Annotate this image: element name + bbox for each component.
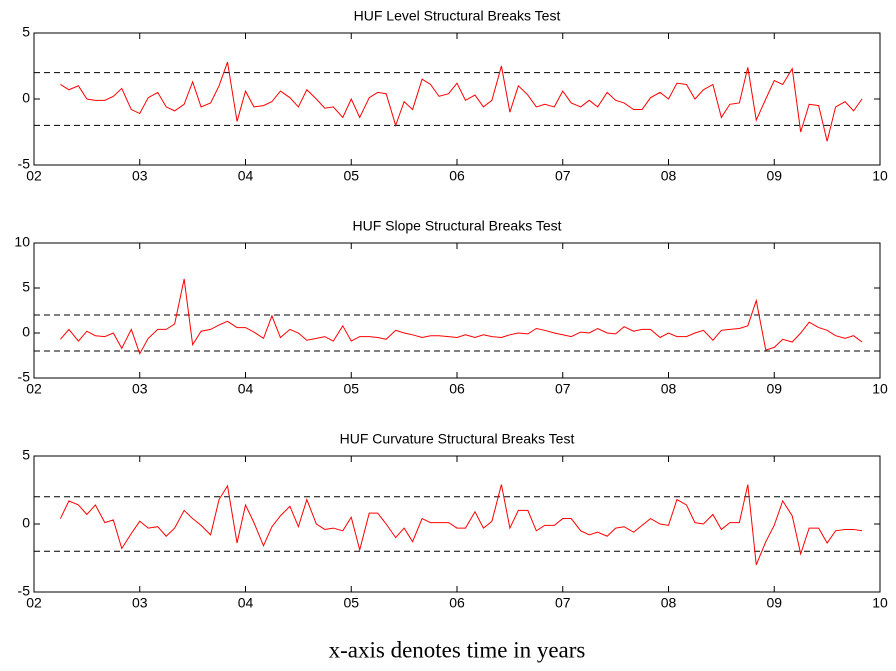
x-tick-label: 06	[449, 168, 465, 184]
x-tick-label: 05	[343, 168, 359, 184]
x-tick-label: 07	[555, 168, 571, 184]
x-tick-label: 09	[766, 168, 782, 184]
x-tick-label: 08	[661, 168, 677, 184]
y-tick-label: 5	[22, 279, 30, 295]
y-tick-label: 10	[14, 234, 30, 250]
x-tick-label: 10	[872, 381, 888, 397]
y-tick-label: 0	[22, 90, 30, 106]
chart-title: HUF Curvature Structural Breaks Test	[340, 431, 575, 447]
x-tick-label: 02	[26, 381, 42, 397]
x-tick-label: 09	[766, 595, 782, 611]
data-line	[60, 61, 863, 142]
chart-title: HUF Level Structural Breaks Test	[354, 8, 561, 24]
x-tick-label: 06	[449, 381, 465, 397]
data-line	[60, 278, 863, 355]
y-tick-label: 0	[22, 324, 30, 340]
x-tick-label: 08	[661, 381, 677, 397]
x-tick-label: 03	[132, 595, 148, 611]
x-tick-label: 04	[238, 168, 254, 184]
x-tick-label: 06	[449, 595, 465, 611]
x-tick-label: 03	[132, 381, 148, 397]
y-tick-label: 5	[22, 447, 30, 463]
x-tick-label: 05	[343, 381, 359, 397]
x-tick-label: 07	[555, 595, 571, 611]
x-tick-label: 02	[26, 168, 42, 184]
x-tick-label: 10	[872, 168, 888, 184]
y-tick-label: -5	[18, 369, 31, 385]
x-tick-label: 10	[872, 595, 888, 611]
y-tick-label: -5	[18, 583, 31, 599]
x-tick-label: 02	[26, 595, 42, 611]
caption: x-axis denotes time in years	[329, 637, 586, 662]
x-tick-label: 07	[555, 381, 571, 397]
y-tick-label: -5	[18, 156, 31, 172]
x-tick-label: 08	[661, 595, 677, 611]
data-line	[59, 484, 863, 565]
x-tick-label: 09	[766, 381, 782, 397]
y-tick-label: 0	[22, 515, 30, 531]
x-tick-label: 03	[132, 168, 148, 184]
chart-title: HUF Slope Structural Breaks Test	[352, 218, 561, 234]
x-tick-label: 05	[343, 595, 359, 611]
y-tick-label: 5	[22, 24, 30, 40]
x-tick-label: 04	[238, 381, 254, 397]
x-tick-label: 04	[238, 595, 254, 611]
plot-frame	[33, 455, 881, 593]
